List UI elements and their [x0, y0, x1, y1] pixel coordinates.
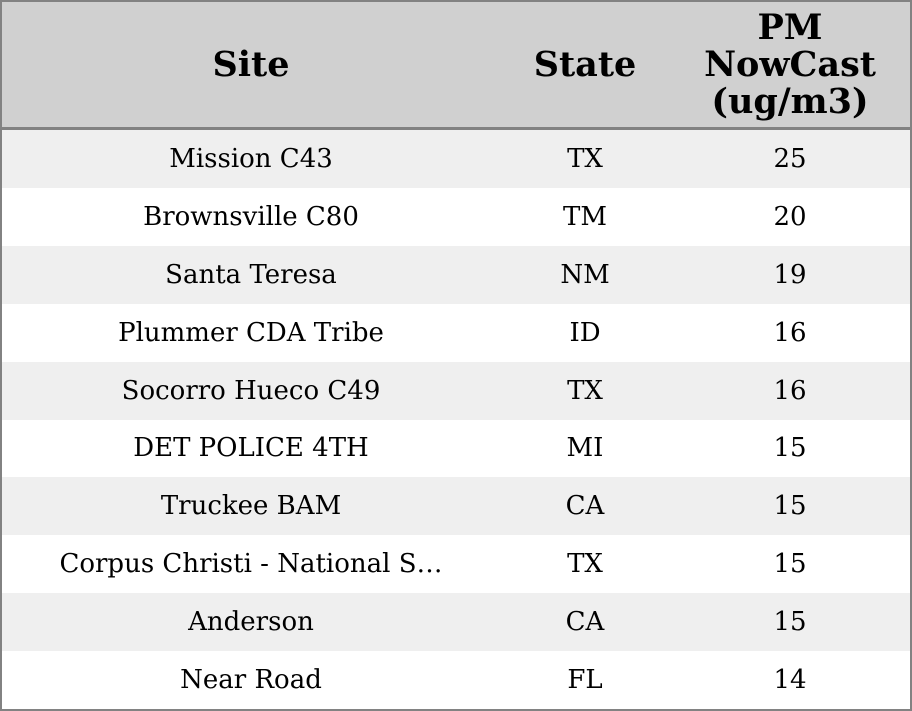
column-header-state: State: [500, 2, 670, 127]
cell-pm-nowcast: 15: [773, 607, 807, 638]
cell-state: FL: [567, 665, 603, 696]
cell-state: CA: [565, 491, 605, 522]
cell-state: MI: [566, 433, 604, 464]
cell-site: DET POLICE 4TH: [133, 433, 369, 464]
cell-pm-nowcast: 15: [773, 549, 807, 580]
table-row: DET POLICE 4TH MI 15: [2, 419, 910, 478]
cell-site: Near Road: [180, 665, 322, 696]
table-row: Mission C43 TX 25: [2, 130, 910, 188]
cell-pm-nowcast: 19: [773, 259, 807, 290]
cell-site: Plummer CDA Tribe: [118, 317, 384, 348]
cell-pm-nowcast: 15: [773, 491, 807, 522]
table-row: Brownsville C80 TM 20: [2, 187, 910, 246]
cell-site: Socorro Hueco C49: [121, 375, 381, 406]
cell-state: TX: [567, 143, 603, 174]
table-row: Plummer CDA Tribe ID 16: [2, 303, 910, 362]
cell-pm-nowcast: 15: [773, 433, 807, 464]
cell-state: TX: [567, 375, 603, 406]
cell-state: ID: [569, 317, 601, 348]
table-row: Anderson CA 15: [2, 593, 910, 652]
cell-pm-nowcast: 20: [773, 201, 807, 232]
cell-state: CA: [565, 607, 605, 638]
cell-pm-nowcast: 16: [773, 375, 807, 406]
table-row: Corpus Christi - National S… TX 15: [2, 535, 910, 594]
table-row: Near Road FL 14: [2, 651, 910, 709]
column-header-pm-nowcast: PM NowCast (ug/m3): [670, 2, 910, 127]
cell-site: Corpus Christi - National S…: [59, 549, 443, 580]
column-header-site: Site: [2, 2, 500, 127]
cell-site: Truckee BAM: [160, 491, 342, 522]
cell-site: Mission C43: [169, 143, 333, 174]
cell-site: Anderson: [188, 607, 314, 638]
table-header-row: Site State PM NowCast (ug/m3): [2, 2, 910, 130]
cell-pm-nowcast: 16: [773, 317, 807, 348]
table-row: Socorro Hueco C49 TX 16: [2, 361, 910, 420]
cell-state: TX: [567, 549, 603, 580]
cell-state: NM: [560, 259, 610, 290]
cell-site: Brownsville C80: [143, 201, 359, 232]
cell-site: Santa Teresa: [165, 259, 337, 290]
column-header-state-label: State: [533, 43, 637, 85]
column-header-pm-nowcast-label: PM NowCast (ug/m3): [704, 6, 876, 123]
table-row: Santa Teresa NM 19: [2, 245, 910, 304]
cell-pm-nowcast: 25: [773, 143, 807, 174]
table-row: Truckee BAM CA 15: [2, 477, 910, 536]
cell-state: TM: [563, 201, 607, 232]
cell-pm-nowcast: 14: [773, 665, 807, 696]
column-header-site-label: Site: [212, 43, 290, 85]
table-body: Mission C43 TX 25 Brownsville C80 TM 20 …: [2, 130, 910, 709]
